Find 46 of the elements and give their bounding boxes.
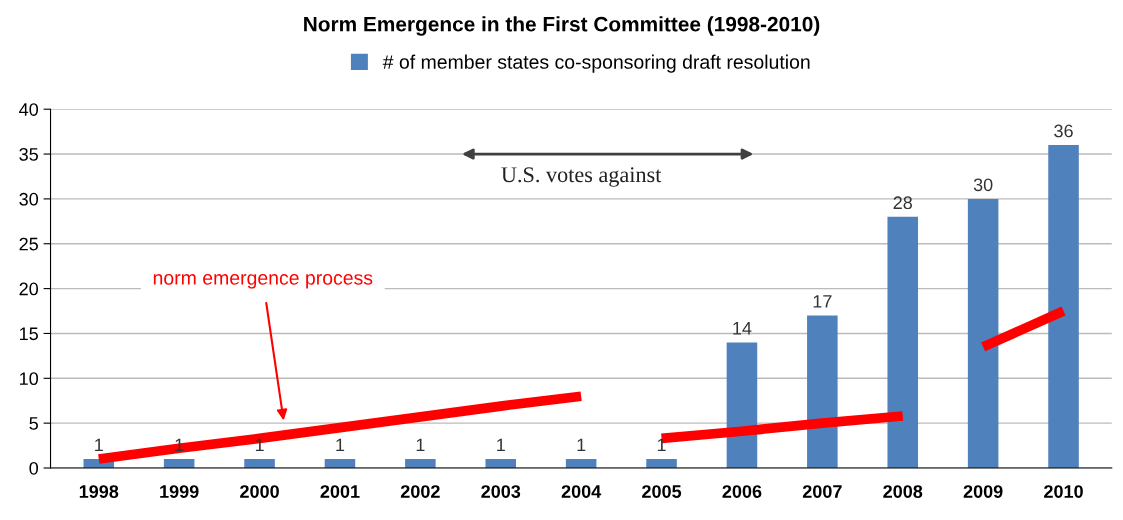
y-tick-label: 25 (19, 237, 38, 251)
y-tick-label: 15 (20, 327, 38, 341)
x-tick-label: 1998 (79, 485, 119, 498)
bar (807, 315, 838, 468)
y-tick-label: 20 (19, 282, 39, 296)
annotation: norm emergence process (153, 274, 373, 289)
annotation: U.S. votes against (501, 167, 662, 187)
bar (887, 216, 919, 468)
x-tick-label: 2000 (240, 485, 279, 498)
data-label: 1 (657, 438, 666, 452)
bar (244, 459, 275, 468)
data-label: 1 (336, 438, 345, 452)
data-label: 1 (416, 438, 425, 452)
x-tick-label: 2010 (1044, 485, 1083, 498)
data-label: 1 (95, 438, 103, 452)
legend-label: # of member states co-sponsoring draft resolution (382, 54, 810, 73)
x-tick-label: 2008 (883, 485, 923, 498)
y-tick-label: 35 (19, 147, 38, 161)
x-tick-label: 2006 (722, 485, 762, 498)
data-label: 30 (973, 178, 993, 192)
x-tick-label: 2007 (802, 485, 842, 498)
bar (1048, 145, 1079, 468)
bar (405, 459, 436, 468)
x-tick-label: 1999 (160, 485, 199, 498)
data-label: 1 (577, 438, 586, 452)
y-tick-label: 30 (19, 192, 39, 206)
x-tick-label: 2009 (963, 485, 1003, 498)
bar (967, 198, 999, 468)
data-label: 36 (1054, 124, 1073, 138)
y-tick-label: 0 (29, 461, 39, 475)
bar (646, 459, 677, 468)
y-tick-label: 5 (29, 417, 38, 430)
bar (726, 342, 758, 468)
x-tick-label: 2002 (400, 485, 440, 498)
y-tick-label: 10 (20, 372, 39, 386)
x-tick-label: 2003 (481, 485, 521, 498)
bar (485, 459, 517, 468)
chart-title: Norm Emergence in the First Committee (1998-2010) (304, 16, 820, 36)
data-label: 28 (893, 196, 912, 210)
data-label: 14 (733, 322, 752, 335)
data-label: 17 (813, 295, 832, 308)
x-tick-label: 2001 (320, 485, 360, 498)
y-tick-label: 40 (19, 103, 39, 116)
data-label: 1 (497, 438, 505, 452)
x-tick-label: 2005 (642, 485, 682, 498)
x-tick-label: 2004 (561, 485, 602, 498)
